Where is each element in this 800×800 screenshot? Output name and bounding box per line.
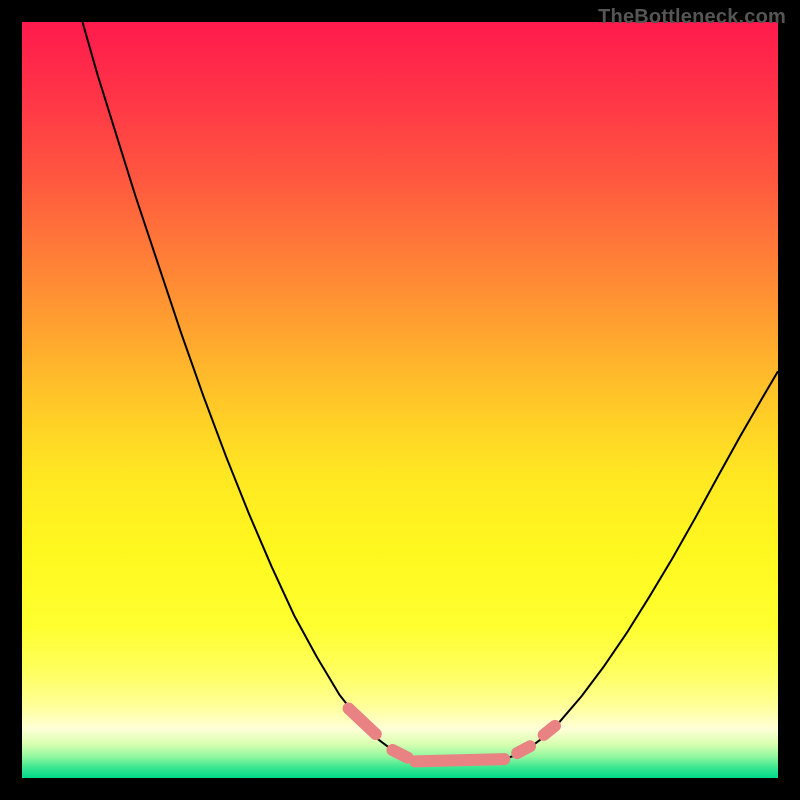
highlight-segment: [517, 746, 530, 753]
chart-frame: TheBottleneck.com: [0, 0, 800, 800]
bottleneck-chart: [0, 0, 800, 800]
plot-background: [22, 22, 778, 778]
watermark-text: TheBottleneck.com: [598, 6, 786, 29]
highlight-segment: [415, 759, 504, 761]
highlight-segment: [544, 726, 555, 735]
highlight-segment: [392, 750, 407, 758]
